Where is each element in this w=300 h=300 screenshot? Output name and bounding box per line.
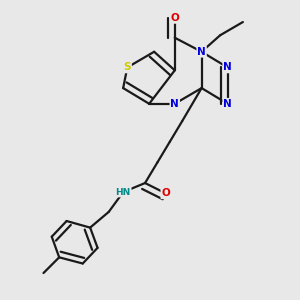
Text: O: O (161, 188, 170, 198)
Text: N: N (223, 62, 232, 72)
Text: N: N (223, 99, 232, 109)
Text: S: S (124, 62, 131, 72)
Text: HN: HN (116, 188, 131, 196)
Text: O: O (170, 13, 179, 23)
Text: N: N (170, 99, 179, 109)
Text: N: N (197, 47, 206, 57)
